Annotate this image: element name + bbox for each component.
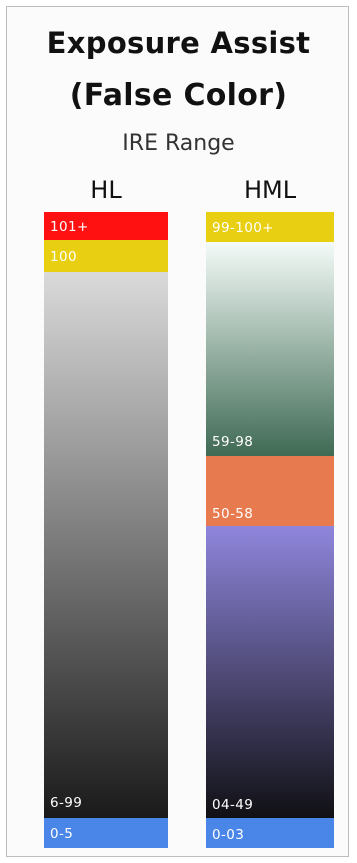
hl-color-bar: 101+ 100 6-99 0-5 <box>44 212 168 848</box>
hl-segment-label: 100 <box>50 249 77 265</box>
hl-segment-101-plus: 101+ <box>44 212 168 240</box>
hml-segment-label: 50-58 <box>212 506 254 522</box>
hl-segment-0-5: 0-5 <box>44 818 168 848</box>
hl-segment-label: 6-99 <box>50 795 83 811</box>
subtitle: IRE Range <box>122 131 235 156</box>
hml-segment-04-49: 04-49 <box>206 526 334 818</box>
hml-segment-0-03: 0-03 <box>206 818 334 848</box>
hml-segment-50-58: 50-58 <box>206 456 334 526</box>
hml-segment-59-98: 59-98 <box>206 242 334 456</box>
hl-segment-6-99: 6-99 <box>44 272 168 818</box>
hml-column-heading: HML <box>243 176 297 204</box>
hl-segment-label: 101+ <box>50 219 89 235</box>
hl-segment-100: 100 <box>44 240 168 272</box>
title-line-2: (False Color) <box>69 78 288 113</box>
hl-column-heading: HL <box>90 176 122 204</box>
title-line-1: Exposure Assist <box>46 26 311 60</box>
hml-segment-label: 04-49 <box>212 797 254 813</box>
hml-segment-label: 0-03 <box>212 827 245 843</box>
hml-segment-label: 99-100+ <box>212 220 274 236</box>
hml-segment-label: 59-98 <box>212 434 254 450</box>
hml-color-bar: 99-100+ 59-98 50-58 04-49 0-03 <box>206 212 334 848</box>
hl-segment-label: 0-5 <box>50 826 74 842</box>
hml-segment-99-100-plus: 99-100+ <box>206 212 334 242</box>
